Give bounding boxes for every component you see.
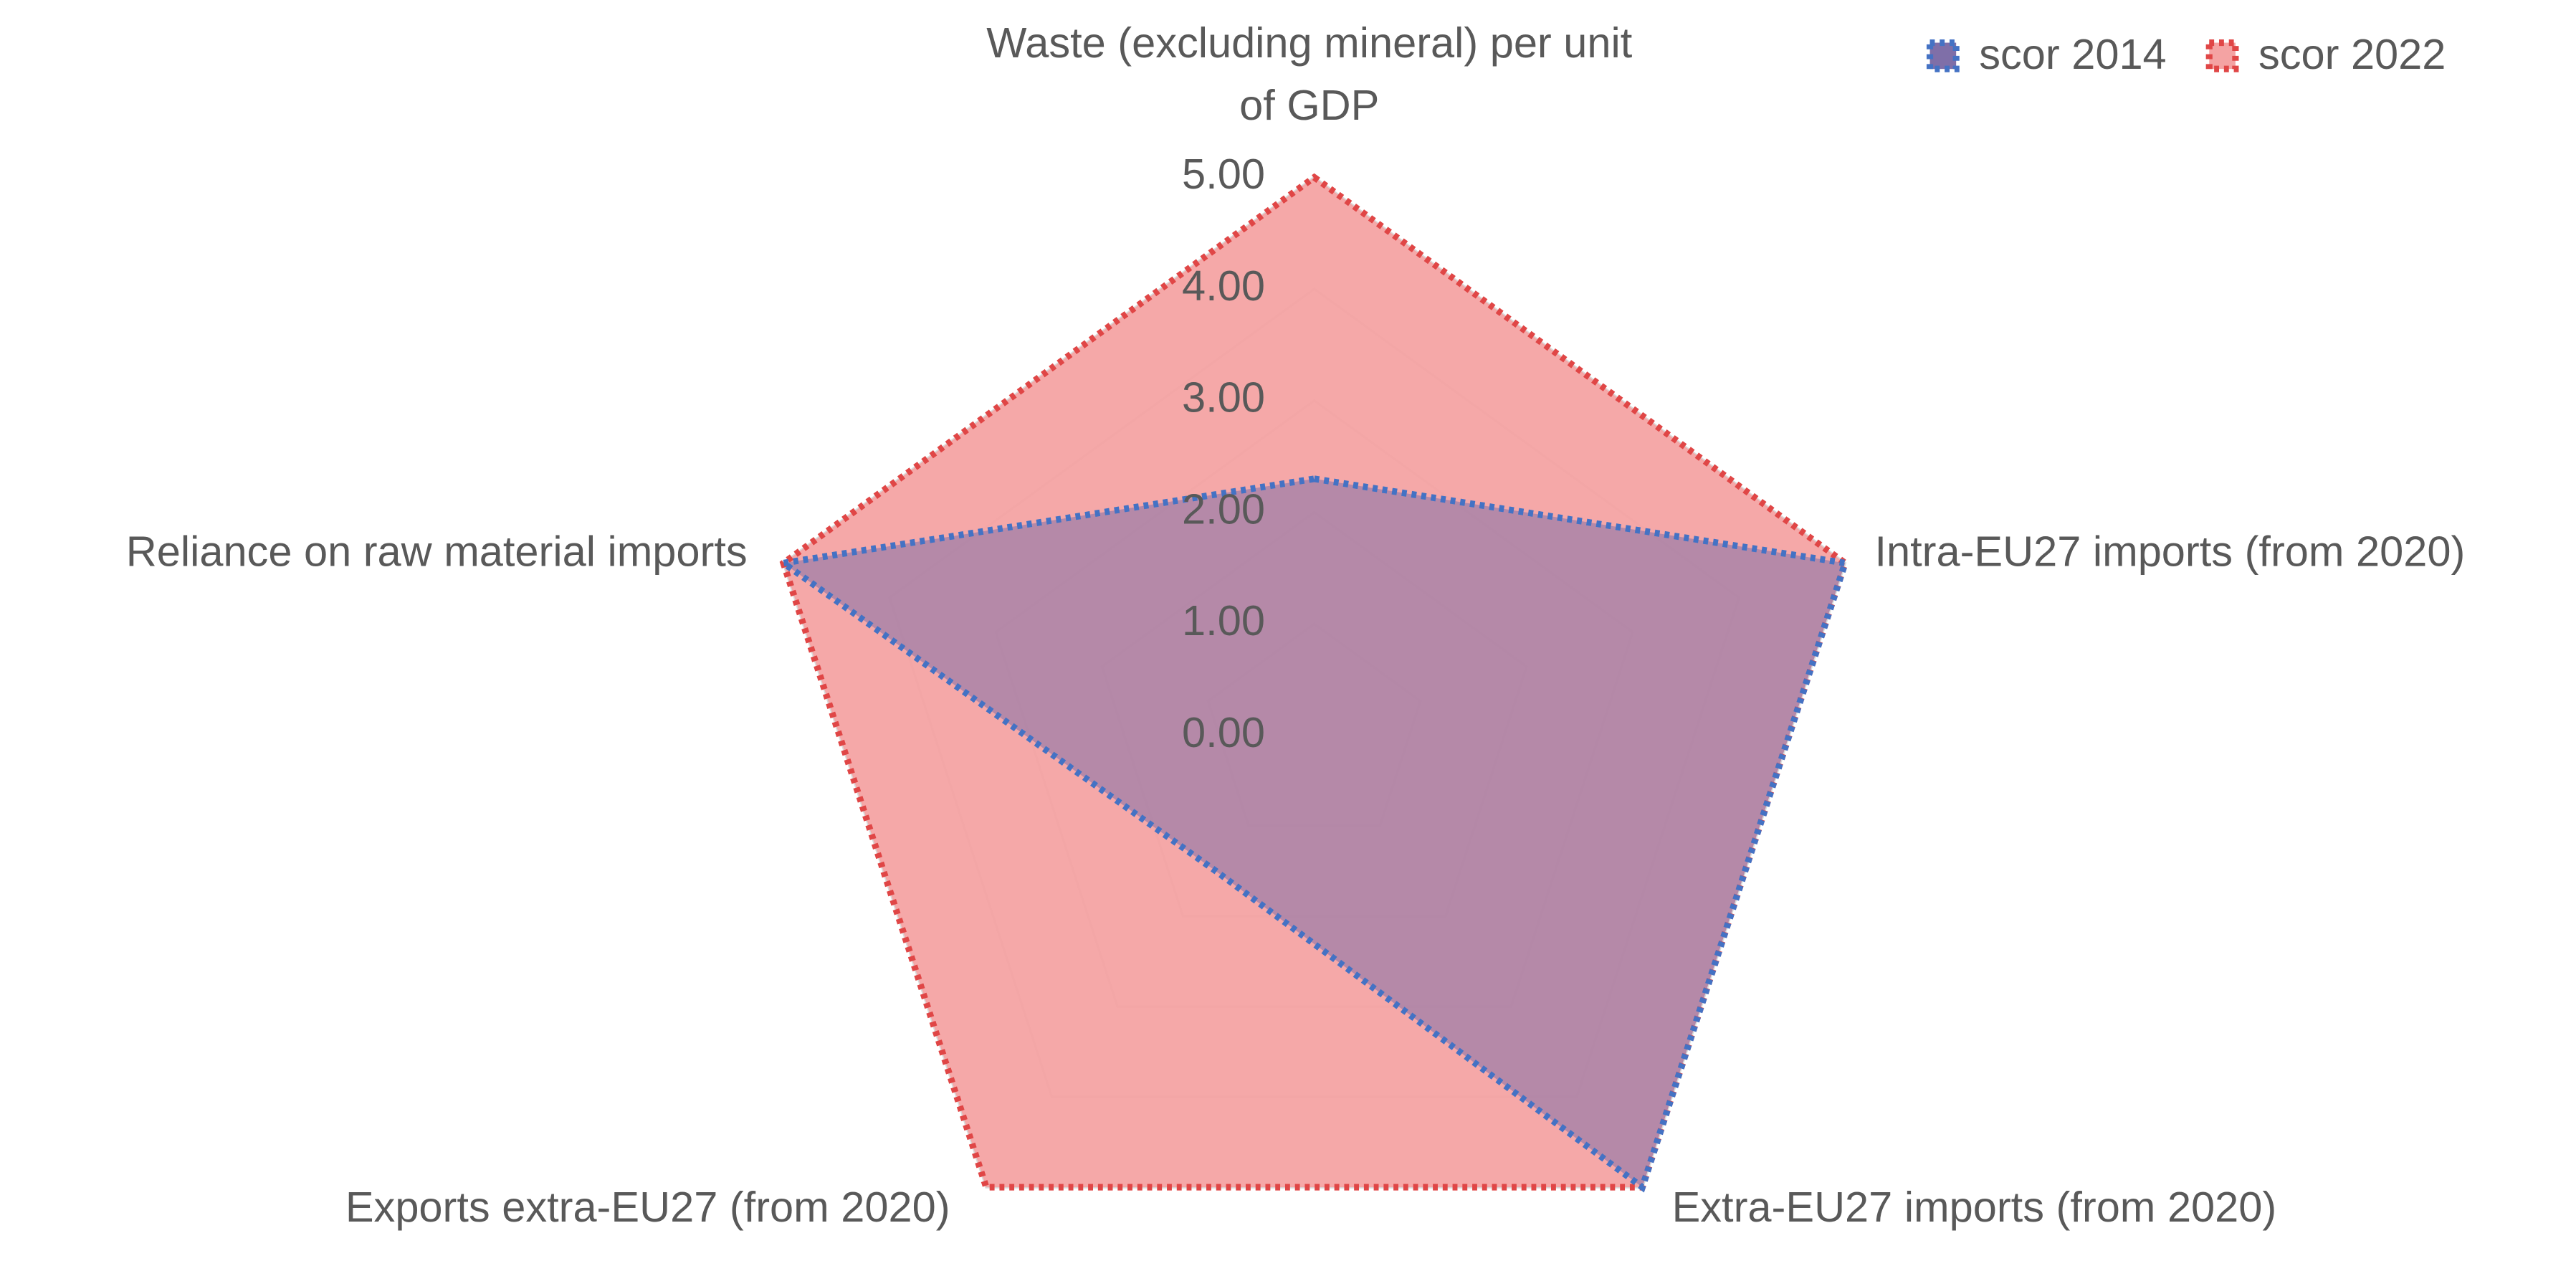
category-label: Intra-EU27 imports (from 2020) <box>1874 528 2465 576</box>
category-label: Waste (excluding mineral) per unit of GDP <box>986 19 1633 129</box>
legend-marker <box>1926 39 1960 72</box>
category-label: Extra-EU27 imports (from 2020) <box>1672 1183 2277 1231</box>
legend-label: scor 2022 <box>2258 30 2446 78</box>
y-tick-label: 3.00 <box>1182 373 1265 422</box>
legend-marker <box>2205 39 2239 72</box>
radar-area <box>775 475 1850 1193</box>
y-tick-label: 0.00 <box>1182 708 1265 756</box>
y-tick-label: 2.00 <box>1182 485 1265 533</box>
category-label: Exports extra-EU27 (from 2020) <box>345 1183 950 1231</box>
y-tick-label: 1.00 <box>1182 596 1265 644</box>
y-tick-label: 4.00 <box>1182 262 1265 310</box>
category-label: Reliance on raw material imports <box>126 528 748 576</box>
y-tick-label: 5.00 <box>1182 150 1265 198</box>
legend-label: scor 2014 <box>1979 30 2166 78</box>
